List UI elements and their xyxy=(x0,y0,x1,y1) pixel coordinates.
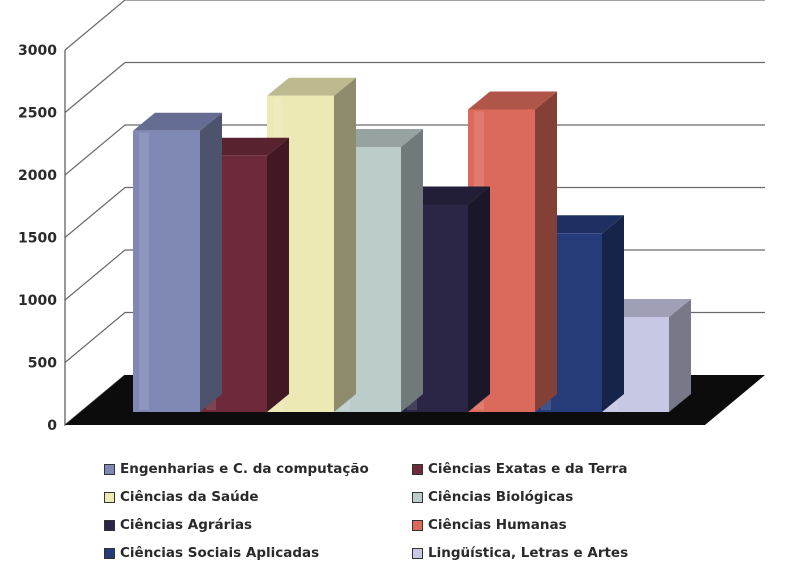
legend-swatch xyxy=(104,491,115,503)
legend-label: Ciências Agrárias xyxy=(120,517,253,533)
legend-swatch xyxy=(104,547,115,559)
y-tick-label: 1000 xyxy=(18,293,57,309)
bar-top xyxy=(133,112,222,131)
legend-item: Ciências da Saúde xyxy=(104,486,412,508)
legend: Engenharias e C. da computação Ciências … xyxy=(104,458,684,564)
legend-label: Ciências Sociais Aplicadas xyxy=(120,545,320,561)
legend-label: Lingüística, Letras e Artes xyxy=(428,545,629,561)
bar-side xyxy=(669,299,691,412)
legend-item: Engenharias e C. da computação xyxy=(104,458,412,480)
y-tick-labels: 0 500 1000 1500 2000 2500 3000 xyxy=(18,43,57,434)
bar-side xyxy=(401,129,423,412)
legend-swatch xyxy=(412,547,423,559)
legend-item: Ciências Humanas xyxy=(412,514,682,536)
legend-item: Ciências Biológicas xyxy=(412,486,682,508)
legend-label: Ciências Humanas xyxy=(428,517,567,533)
legend-swatch xyxy=(104,519,115,531)
legend-item: Ciências Exatas e da Terra xyxy=(412,458,682,480)
legend-label: Ciências da Saúde xyxy=(120,489,259,505)
bar-chart: 0 500 1000 1500 2000 2500 3000 xyxy=(18,0,765,434)
legend-swatch xyxy=(412,519,423,531)
gridline xyxy=(64,61,765,113)
y-tick-label: 0 xyxy=(47,418,57,434)
y-tick-label: 1500 xyxy=(18,231,57,247)
y-tick-label: 500 xyxy=(28,356,57,372)
legend-swatch xyxy=(104,463,115,475)
gridline xyxy=(64,0,765,51)
bar-side xyxy=(334,77,356,412)
bar-side xyxy=(200,112,222,412)
bar-top xyxy=(535,215,624,234)
bar-side xyxy=(602,215,624,412)
legend-item: Ciências Agrárias xyxy=(104,514,412,536)
bar xyxy=(133,112,222,412)
legend-swatch xyxy=(412,463,423,475)
legend-label: Ciências Exatas e da Terra xyxy=(428,461,628,477)
legend-label: Ciências Biológicas xyxy=(428,489,574,505)
bar-top xyxy=(602,299,691,317)
y-tick-label: 3000 xyxy=(18,43,57,59)
bar-top xyxy=(200,137,289,156)
y-axis xyxy=(64,50,126,427)
bar-side xyxy=(267,137,289,412)
bar-top xyxy=(267,77,356,96)
y-tick-label: 2500 xyxy=(18,106,57,122)
legend-swatch xyxy=(412,491,423,503)
bar-side xyxy=(535,91,557,412)
bar-front xyxy=(133,130,200,412)
bars xyxy=(133,77,691,412)
axis-line xyxy=(64,50,126,427)
bar-top xyxy=(334,129,423,147)
bar-top xyxy=(468,91,557,110)
legend-label: Engenharias e C. da computação xyxy=(120,461,369,477)
bar-highlight xyxy=(139,132,149,410)
legend-item: Lingüística, Letras e Artes xyxy=(412,542,682,564)
legend-item: Ciências Sociais Aplicadas xyxy=(104,542,412,564)
bar-top xyxy=(401,186,490,205)
y-tick-label: 2000 xyxy=(18,168,57,184)
bar-side xyxy=(468,186,490,412)
